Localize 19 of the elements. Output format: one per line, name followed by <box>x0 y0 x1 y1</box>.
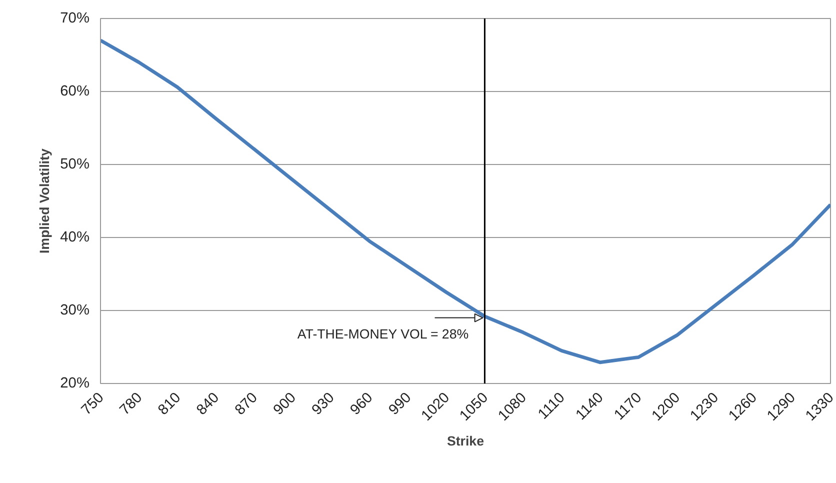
y-tick-label: 60% <box>60 84 90 100</box>
y-tick-label: 50% <box>60 156 90 172</box>
x-tick-label: 990 <box>386 390 415 419</box>
x-tick-label: 810 <box>155 390 184 419</box>
x-axis-title: Strike <box>446 433 484 448</box>
x-tick-label: 780 <box>117 390 146 419</box>
y-tick-label: 70% <box>60 10 90 26</box>
y-tick-label: 40% <box>60 230 90 246</box>
y-tick-label: 20% <box>60 376 90 392</box>
line-series <box>100 38 830 364</box>
x-tick-label: 840 <box>194 390 222 419</box>
x-tick-label: 900 <box>270 390 300 419</box>
x-tick-label: 870 <box>232 390 261 419</box>
y-tick-label: 30% <box>60 302 90 318</box>
annotation: AT-THE-MONEY VOL = 28% <box>297 326 469 342</box>
x-tick-label: 750 <box>78 390 108 419</box>
x-tick-label: 930 <box>309 390 338 419</box>
y-axis-title: Implied Volatility <box>37 148 52 254</box>
x-tick-label: 960 <box>348 390 376 419</box>
